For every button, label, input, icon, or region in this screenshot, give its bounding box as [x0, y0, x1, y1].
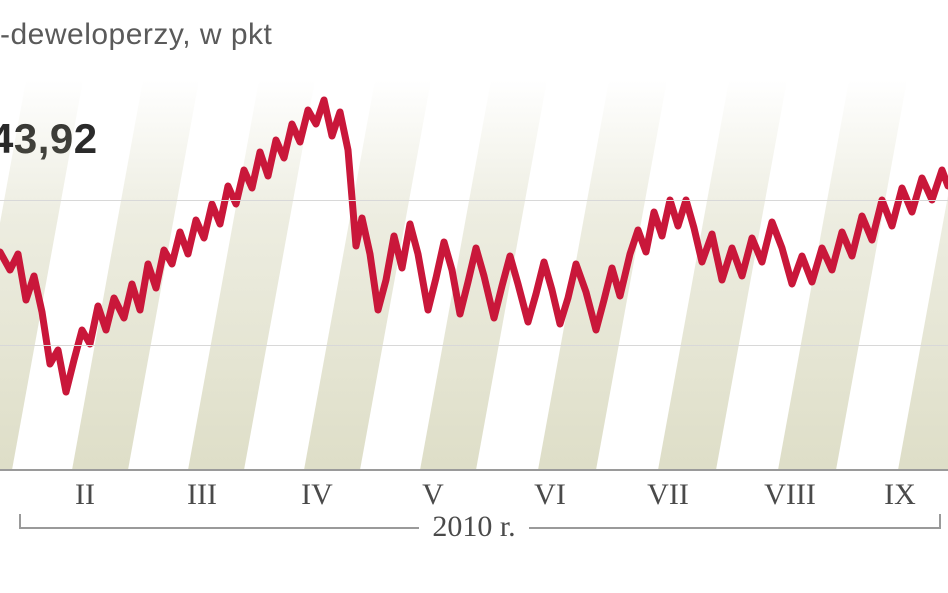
- x-tick: IX: [884, 478, 916, 512]
- x-tick: VI: [534, 478, 566, 512]
- gridline: [0, 345, 948, 346]
- x-tick: III: [187, 478, 217, 512]
- x-tick: V: [422, 478, 444, 512]
- x-tick: II: [75, 478, 95, 512]
- year-label: 2010 r.: [432, 510, 515, 544]
- x-tick: VIII: [764, 478, 816, 512]
- chart-container: -deweloperzy, w pkt 43,92 IIIIIIVVVIVIIV…: [0, 0, 948, 593]
- x-tick: IV: [301, 478, 333, 512]
- gridline: [0, 200, 948, 201]
- x-tick: VII: [647, 478, 689, 512]
